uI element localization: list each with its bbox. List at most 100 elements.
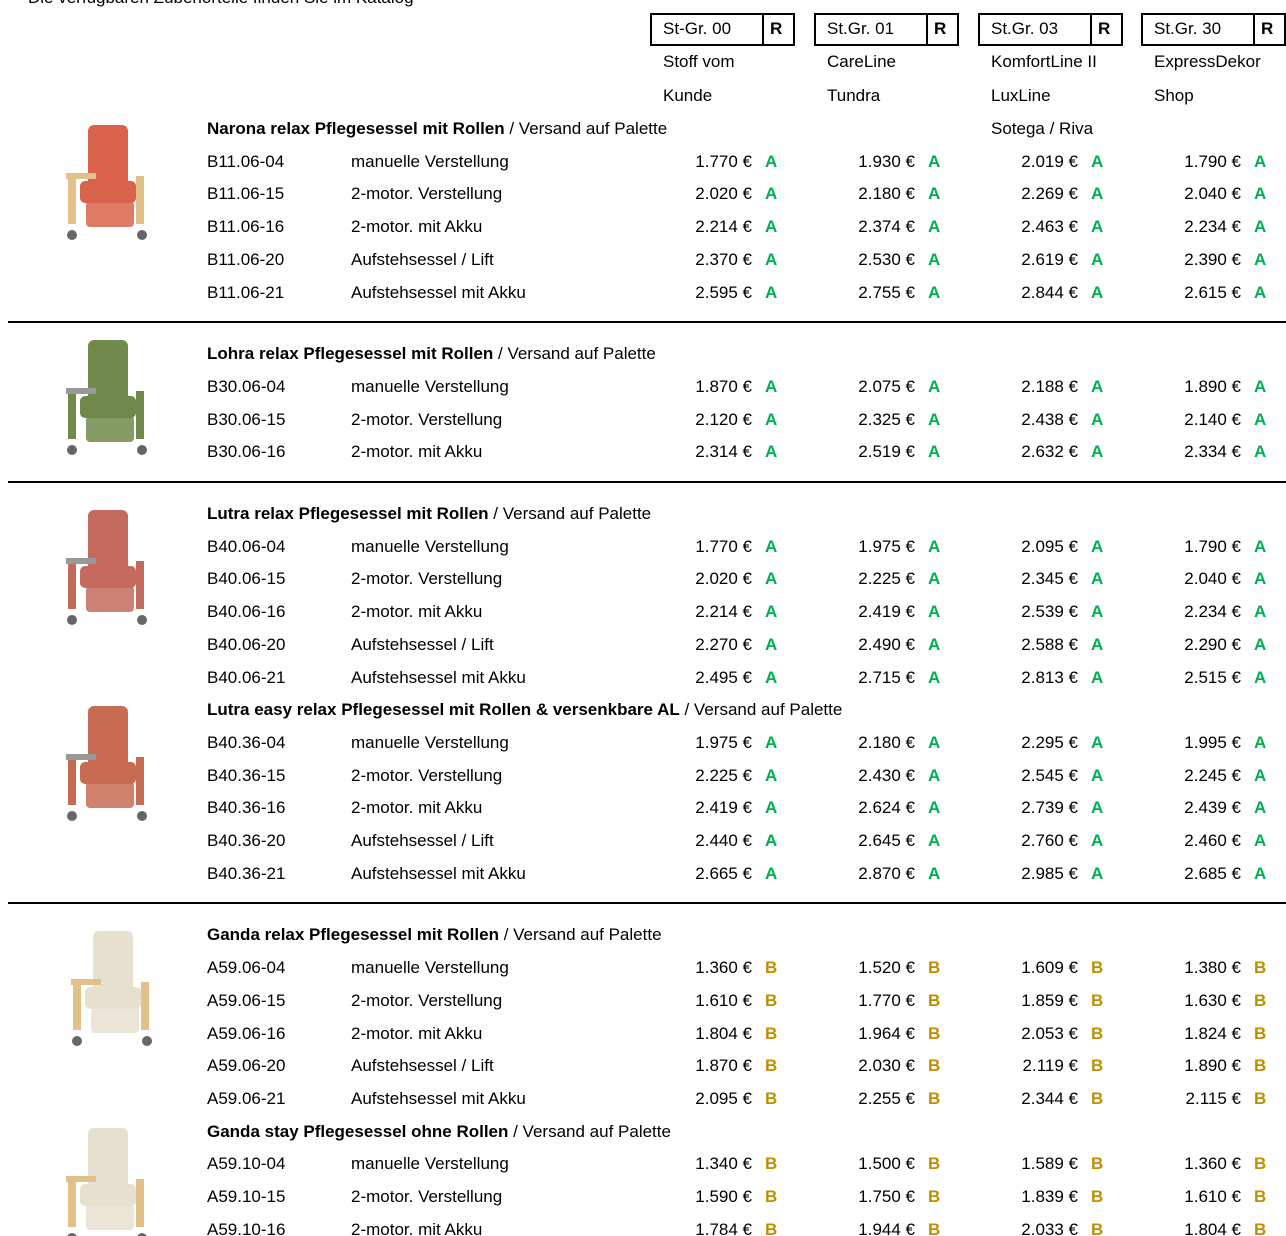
price: 1.930 € (815, 152, 915, 172)
price: 2.334 € (1141, 442, 1241, 462)
price: 1.360 € (652, 958, 752, 978)
price: 1.589 € (978, 1154, 1078, 1174)
material: ExpressDekor (1154, 52, 1261, 72)
price: 1.770 € (652, 537, 752, 557)
price: 2.234 € (1141, 602, 1241, 622)
price-class: A (1091, 733, 1103, 753)
price: 2.519 € (815, 442, 915, 462)
price-class: B (1091, 1220, 1103, 1236)
price-class: A (928, 668, 940, 688)
price: 2.095 € (652, 1089, 752, 1109)
column-badge: R (1261, 19, 1273, 39)
price: 2.588 € (978, 635, 1078, 655)
price: 1.824 € (1141, 1024, 1241, 1044)
price-class: A (1254, 831, 1266, 851)
price: 2.270 € (652, 635, 752, 655)
price: 2.439 € (1141, 798, 1241, 818)
group-title: Narona relax Pflegesessel mit Rollen / V… (207, 119, 667, 139)
price: 2.225 € (652, 766, 752, 786)
price-class: A (765, 184, 777, 204)
article-code: B11.06-16 (207, 217, 284, 237)
price: 2.615 € (1141, 283, 1241, 303)
article-code: B40.06-21 (207, 668, 285, 688)
article-code: A59.06-21 (207, 1089, 285, 1109)
price-class: B (1254, 1187, 1266, 1207)
price: 2.040 € (1141, 184, 1241, 204)
price-class: A (765, 668, 777, 688)
price-class: B (928, 1154, 940, 1174)
price-class: A (928, 217, 940, 237)
description: Aufstehsessel mit Akku (351, 668, 526, 688)
material: Stoff vom (663, 52, 735, 72)
price: 2.119 € (978, 1056, 1078, 1076)
price: 1.839 € (978, 1187, 1078, 1207)
price: 1.609 € (978, 958, 1078, 978)
column-code: St-Gr. 00 (663, 19, 731, 39)
column-code: St.Gr. 30 (1154, 19, 1221, 39)
chair-image (50, 336, 160, 461)
group-name: Lutra easy relax Pflegesessel mit Rollen… (207, 700, 680, 719)
price: 1.890 € (1141, 1056, 1241, 1076)
price-class: A (1254, 184, 1266, 204)
price-class: A (765, 410, 777, 430)
group-name: Ganda relax Pflegesessel mit Rollen (207, 925, 499, 944)
description: 2-motor. Verstellung (351, 766, 502, 786)
price-class: A (1091, 569, 1103, 589)
group-title: Ganda stay Pflegesessel ohne Rollen / Ve… (207, 1122, 671, 1142)
article-code: B40.36-20 (207, 831, 285, 851)
price: 2.438 € (978, 410, 1078, 430)
price: 2.440 € (652, 831, 752, 851)
price-class: B (928, 958, 940, 978)
price-class: B (928, 991, 940, 1011)
description: manuelle Verstellung (351, 152, 509, 172)
price-class: B (1091, 1056, 1103, 1076)
shipping: / Versand auf Palette (493, 344, 656, 363)
price: 1.590 € (652, 1187, 752, 1207)
price-class: B (1254, 958, 1266, 978)
price: 2.295 € (978, 733, 1078, 753)
price-class: A (928, 766, 940, 786)
price-class: A (765, 831, 777, 851)
price: 1.975 € (815, 537, 915, 557)
price: 2.325 € (815, 410, 915, 430)
group-title: Lutra relax Pflegesessel mit Rollen / Ve… (207, 504, 651, 524)
group-title: Lohra relax Pflegesessel mit Rollen / Ve… (207, 344, 656, 364)
price: 2.515 € (1141, 668, 1241, 688)
price-class: A (928, 864, 940, 884)
price: 1.770 € (815, 991, 915, 1011)
group-name: Narona relax Pflegesessel mit Rollen (207, 119, 505, 138)
price-class: A (765, 798, 777, 818)
price: 2.214 € (652, 602, 752, 622)
group-title: Ganda relax Pflegesessel mit Rollen / Ve… (207, 925, 662, 945)
price-class: A (928, 152, 940, 172)
price-class: A (765, 152, 777, 172)
price: 1.870 € (652, 377, 752, 397)
price-class: A (1254, 217, 1266, 237)
chair-image (50, 506, 160, 631)
price-class: B (765, 991, 777, 1011)
price-class: A (1091, 602, 1103, 622)
price-class: A (765, 635, 777, 655)
price-class: A (1091, 152, 1103, 172)
price: 2.539 € (978, 602, 1078, 622)
price-class: A (1254, 569, 1266, 589)
price-class: A (928, 184, 940, 204)
price: 2.033 € (978, 1220, 1078, 1236)
price: 1.790 € (1141, 152, 1241, 172)
group-name: Lohra relax Pflegesessel mit Rollen (207, 344, 493, 363)
price: 1.610 € (652, 991, 752, 1011)
separator (8, 481, 1286, 483)
price-class: A (1091, 635, 1103, 655)
price: 2.225 € (815, 569, 915, 589)
price-class: A (928, 831, 940, 851)
price-class: A (765, 250, 777, 270)
column-badge: R (1098, 19, 1110, 39)
price-class: B (1091, 991, 1103, 1011)
price: 1.859 € (978, 991, 1078, 1011)
column-badge: R (770, 19, 782, 39)
price: 2.269 € (978, 184, 1078, 204)
price: 2.870 € (815, 864, 915, 884)
price: 2.053 € (978, 1024, 1078, 1044)
price: 1.500 € (815, 1154, 915, 1174)
description: manuelle Verstellung (351, 1154, 509, 1174)
